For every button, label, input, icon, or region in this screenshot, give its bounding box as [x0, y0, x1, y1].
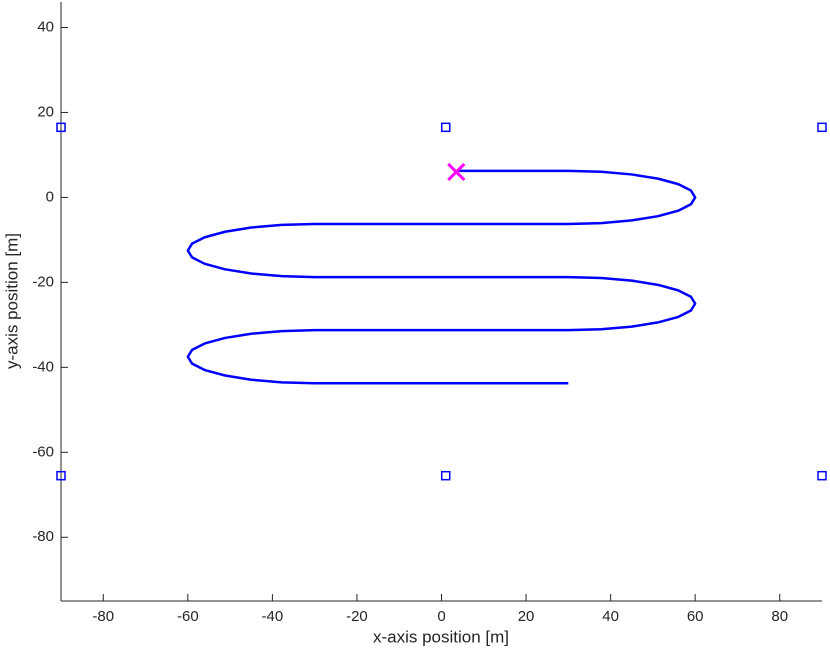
- y-tick-label: -60: [32, 443, 54, 460]
- y-tick-label: -80: [32, 528, 54, 545]
- x-tick-label: 40: [602, 608, 619, 625]
- x-axis-label: x-axis position [m]: [373, 627, 509, 646]
- anchor-marker: [817, 122, 827, 133]
- y-axis-label: y-axis position [m]: [2, 233, 21, 369]
- y-tick-label: 20: [37, 103, 54, 120]
- x-tick-label: 60: [687, 608, 704, 625]
- x-tick-label: -80: [92, 608, 114, 625]
- anchor-marker: [440, 470, 451, 481]
- y-tick-label: -40: [32, 358, 54, 375]
- y-tick-label: 40: [37, 18, 54, 35]
- trajectory: [186, 169, 697, 385]
- x-tick-label: 20: [518, 608, 535, 625]
- anchor-marker: [817, 470, 827, 481]
- anchor-marker: [56, 470, 66, 481]
- anchor-marker: [56, 122, 66, 133]
- x-tick-label: -20: [346, 608, 368, 625]
- x-tick-label: -40: [262, 608, 284, 625]
- x-tick-label: 80: [771, 608, 788, 625]
- y-tick-label: 0: [46, 188, 54, 205]
- position-marker: [447, 162, 466, 181]
- x-tick-label: 0: [437, 608, 445, 625]
- x-tick-label: -60: [177, 608, 199, 625]
- y-tick-label: -20: [32, 273, 54, 290]
- anchor-marker: [440, 122, 451, 133]
